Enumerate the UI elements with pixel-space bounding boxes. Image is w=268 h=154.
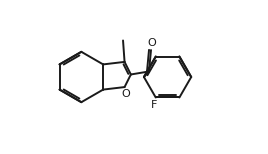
Text: O: O	[147, 38, 156, 48]
Text: F: F	[151, 100, 158, 110]
Text: O: O	[121, 89, 130, 99]
